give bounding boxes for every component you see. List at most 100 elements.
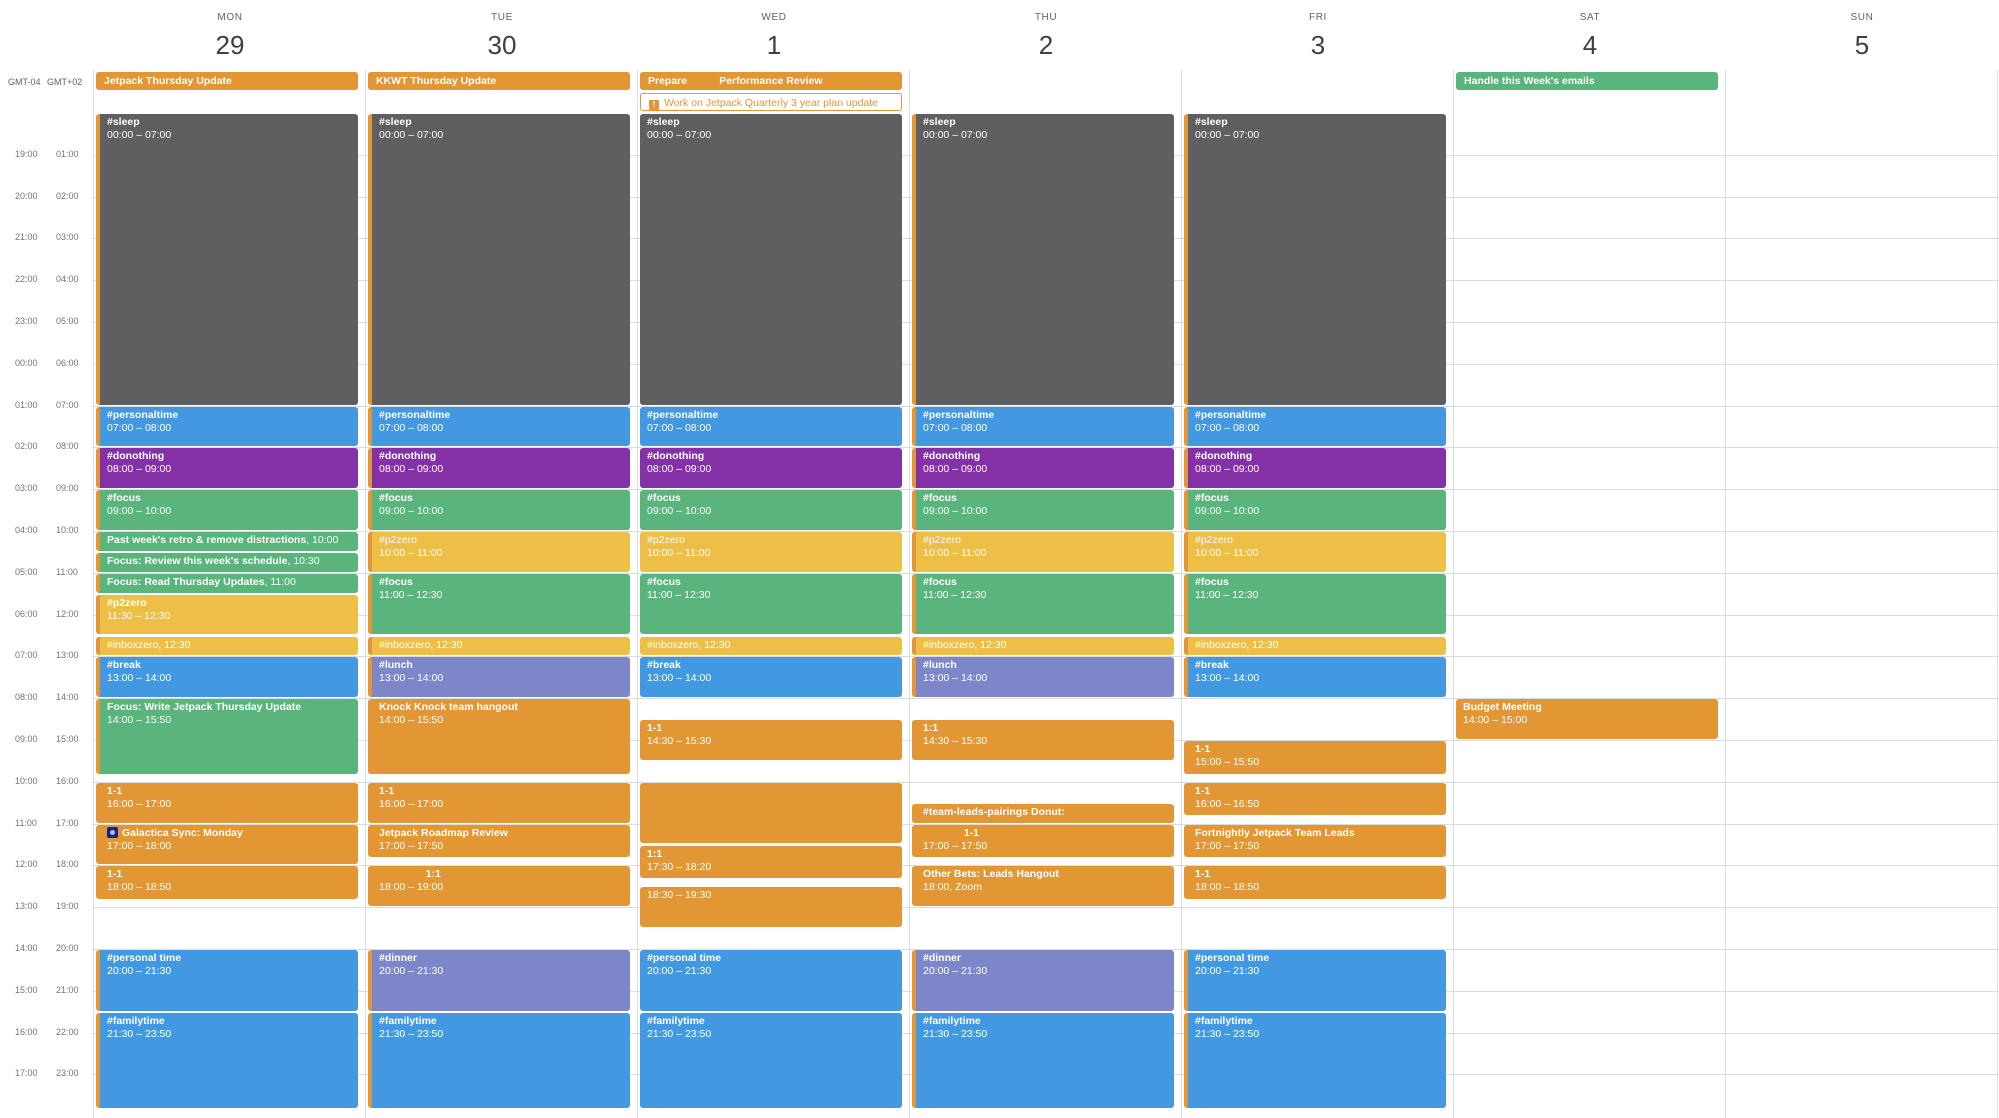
all-day-event[interactable]: Handle this Week's emails <box>1456 72 1718 90</box>
event-title: #focus <box>379 575 413 588</box>
calendar-event[interactable]: #personaltime 07:00 – 08:00 <box>1184 406 1446 447</box>
calendar-event[interactable]: Focus: Review this week's schedule, 10:3… <box>96 552 358 572</box>
calendar-event[interactable]: #focus 11:00 – 12:30 <box>1184 573 1446 635</box>
day-number-sun[interactable]: 5 <box>1854 30 1870 60</box>
calendar-event[interactable]: #inboxzero, 12:30 <box>640 636 902 656</box>
calendar-event[interactable]: #sleep 00:00 – 07:00 <box>368 114 630 405</box>
calendar-event[interactable]: #sleep 00:00 – 07:00 <box>1184 114 1446 405</box>
calendar-event[interactable]: #lunch 13:00 – 14:00 <box>912 657 1174 698</box>
calendar-event[interactable]: 1-1 16:00 – 16:50 <box>1184 782 1446 816</box>
calendar-event[interactable]: 1-1 15:00 – 15:50 <box>1184 741 1446 774</box>
calendar-event[interactable]: #personaltime 07:00 – 08:00 <box>96 406 358 447</box>
calendar-event[interactable]: #focus 11:00 – 12:30 <box>640 573 902 635</box>
calendar-event[interactable]: Fortnightly Jetpack Team Leads 17:00 – 17… <box>1184 824 1446 858</box>
calendar-event[interactable]: #donothing 08:00 – 09:00 <box>912 448 1174 489</box>
calendar-event[interactable]: #inboxzero, 12:30 <box>1184 636 1446 656</box>
calendar-event[interactable]: #donothing 08:00 – 09:00 <box>640 448 902 489</box>
all-day-event[interactable]: Jetpack Thursday Update <box>96 72 358 90</box>
calendar-event[interactable]: #focus 11:00 – 12:30 <box>368 573 630 635</box>
day-number-mon[interactable]: 29 <box>215 30 245 60</box>
calendar-event[interactable]: 1-1 18:00 – 18:50 <box>96 866 358 900</box>
calendar-event[interactable]: #personal time 20:00 – 21:30 <box>96 950 358 1011</box>
calendar-event[interactable]: Focus: Write Jetpack Thursday Update 14:0… <box>96 699 358 774</box>
calendar-event[interactable]: #inboxzero, 12:30 <box>368 636 630 656</box>
calendar-event[interactable]: 1-1 16:00 – 17:00 <box>96 782 358 823</box>
event-time: 16:00 – 17:00 <box>379 797 444 810</box>
calendar-event[interactable]: #sleep 00:00 – 07:00 <box>912 114 1174 405</box>
calendar-event[interactable]: #dinner 20:00 – 21:30 <box>912 950 1174 1011</box>
calendar-event[interactable] <box>640 782 902 844</box>
calendar-event[interactable]: 1-1 16:00 – 17:00 <box>368 782 630 823</box>
event-time: 10:00 – 11:00 <box>1195 547 1259 559</box>
calendar-event[interactable]: #team-leads-pairings Donut: <box>912 803 1174 823</box>
calendar-event[interactable]: Other Bets: Leads Hangout 18:00, Zoom <box>912 866 1174 907</box>
calendar-event[interactable]: 1-1 17:00 – 17:50 <box>912 824 1174 858</box>
calendar-event[interactable]: #donothing 08:00 – 09:00 <box>1184 448 1446 489</box>
calendar-event[interactable]: #familytime 21:30 – 23:50 <box>640 1012 902 1109</box>
calendar-event[interactable]: Knock Knock team hangout 14:00 – 15:50 <box>368 699 630 774</box>
hour-label: 12:00 <box>56 609 79 619</box>
calendar-event[interactable]: #focus 09:00 – 10:00 <box>640 490 902 530</box>
calendar-event[interactable]: #familytime 21:30 – 23:50 <box>1184 1012 1446 1109</box>
calendar-event[interactable]: #personal time 20:00 – 21:30 <box>1184 950 1446 1011</box>
calendar-event[interactable]: #break 13:00 – 14:00 <box>640 657 902 698</box>
all-day-event[interactable]: ! Work on Jetpack Quarterly 3 year plan u… <box>640 93 902 111</box>
calendar-event[interactable]: #focus 09:00 – 10:00 <box>368 490 630 530</box>
hour-label: 03:00 <box>56 232 79 242</box>
calendar-event[interactable]: 1:1 14:30 – 15:30 <box>912 720 1174 760</box>
calendar-event[interactable]: #p2zero 11:30 – 12:30 <box>96 594 358 635</box>
event-title: 1-1 <box>647 722 663 735</box>
calendar-event[interactable]: #p2zero 10:00 – 11:00 <box>912 532 1174 572</box>
calendar-event[interactable]: Galactica Sync: Monday 17:00 – 18:00 <box>96 824 358 865</box>
calendar-event[interactable]: #p2zero 10:00 – 11:00 <box>640 532 902 572</box>
calendar-event[interactable]: #personaltime 07:00 – 08:00 <box>640 406 902 447</box>
calendar-event[interactable]: 18:30 – 19:30 <box>640 887 902 928</box>
event-time: 18:00 – 19:00 <box>379 881 444 894</box>
calendar-event[interactable]: #focus 09:00 – 10:00 <box>1184 490 1446 530</box>
day-number-wed[interactable]: 1 <box>766 30 782 60</box>
calendar-event[interactable]: #dinner 20:00 – 21:30 <box>368 950 630 1011</box>
calendar-event[interactable]: #inboxzero, 12:30 <box>912 636 1174 656</box>
all-day-event[interactable]: KKWT Thursday Update <box>368 72 630 90</box>
calendar-event[interactable]: #familytime 21:30 – 23:50 <box>912 1012 1174 1109</box>
calendar-event[interactable]: #focus 09:00 – 10:00 <box>96 490 358 530</box>
calendar-event[interactable]: #sleep 00:00 – 07:00 <box>640 114 902 405</box>
calendar-event[interactable]: Jetpack Roadmap Review 17:00 – 17:50 <box>368 824 630 858</box>
calendar-event[interactable]: #break 13:00 – 14:00 <box>1184 657 1446 698</box>
calendar-event[interactable]: #personaltime 07:00 – 08:00 <box>912 406 1174 447</box>
calendar-event[interactable]: #donothing 08:00 – 09:00 <box>368 448 630 489</box>
event-title: #focus <box>647 492 681 505</box>
calendar-event[interactable]: #p2zero 10:00 – 11:00 <box>368 532 630 572</box>
day-number-fri[interactable]: 3 <box>1310 30 1326 60</box>
calendar-event[interactable]: #donothing 08:00 – 09:00 <box>96 448 358 489</box>
calendar-event[interactable]: #familytime 21:30 – 23:50 <box>96 1012 358 1109</box>
day-number-sat[interactable]: 4 <box>1582 30 1598 60</box>
calendar-event[interactable]: 1-1 14:30 – 15:30 <box>640 720 902 760</box>
calendar-event[interactable]: #personal time 20:00 – 21:30 <box>640 950 902 1011</box>
calendar-event[interactable]: #focus 11:00 – 12:30 <box>912 573 1174 635</box>
calendar-event[interactable]: #focus 09:00 – 10:00 <box>912 490 1174 530</box>
calendar-event[interactable]: #break 13:00 – 14:00 <box>96 657 358 698</box>
event-time: 18:00 – 18:50 <box>107 881 172 894</box>
calendar-event[interactable]: 1:1 18:00 – 19:00 <box>368 866 630 907</box>
day-number-thu[interactable]: 2 <box>1038 30 1054 60</box>
day-column-divider <box>1725 70 1726 1118</box>
day-number-tue[interactable]: 30 <box>487 30 517 60</box>
all-day-event[interactable]: Prepare Performance Review <box>640 72 902 90</box>
calendar-event[interactable]: #sleep 00:00 – 07:00 <box>96 114 358 405</box>
hour-label: 05:00 <box>15 567 38 577</box>
hour-label: 00:00 <box>15 358 38 368</box>
calendar-event[interactable]: Budget Meeting 14:00 – 15:00 <box>1456 699 1718 739</box>
calendar-event[interactable]: Focus: Read Thursday Updates, 11:00 <box>96 573 358 593</box>
all-day-event-label: Handle this Week's emails <box>1464 75 1595 87</box>
day-name-fri: FRI <box>1309 12 1327 23</box>
calendar-event[interactable]: #p2zero 10:00 – 11:00 <box>1184 532 1446 572</box>
calendar-event[interactable]: 1:1 17:30 – 18:20 <box>640 845 902 879</box>
calendar-event[interactable]: 1-1 18:00 – 18:50 <box>1184 866 1446 900</box>
calendar-event[interactable]: #familytime 21:30 – 23:50 <box>368 1012 630 1109</box>
calendar-event[interactable]: #personaltime 07:00 – 08:00 <box>368 406 630 447</box>
calendar-event[interactable]: #inboxzero, 12:30 <box>96 636 358 656</box>
event-title: 1-1 <box>1195 743 1211 755</box>
calendar-event[interactable]: Past week's retro & remove distractions,… <box>96 532 358 551</box>
calendar-event[interactable]: #lunch 13:00 – 14:00 <box>368 657 630 698</box>
